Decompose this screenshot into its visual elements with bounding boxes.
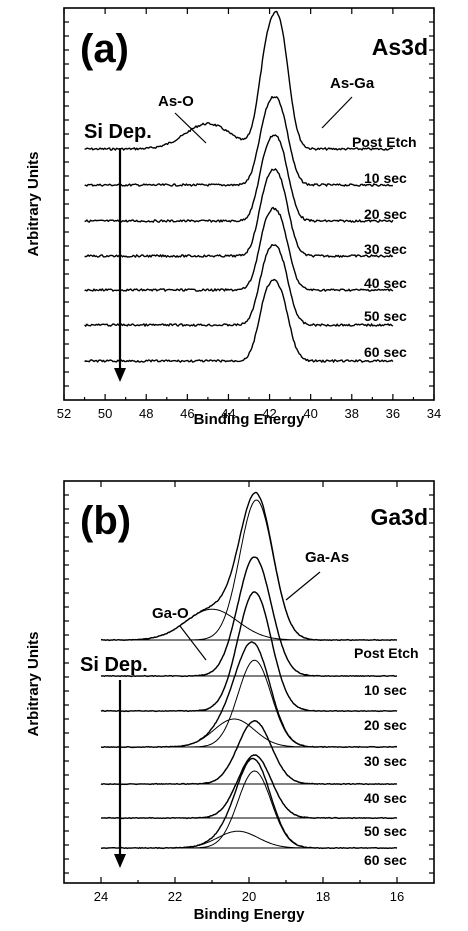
x-tick-label: 36: [386, 406, 400, 421]
fit-component-curve: [101, 754, 397, 819]
panel-a-traces: Post Etch 10 sec 20 sec 30 sec 40 sec 50 sec 6…: [84, 10, 417, 363]
fit-component-curve: [101, 608, 397, 641]
series-label: Post Etch: [352, 134, 417, 150]
series-label: 10 sec: [364, 170, 407, 186]
fit-component-curve: [101, 499, 397, 641]
fit-component-curve: [101, 770, 397, 849]
x-tick-label: 52: [57, 406, 71, 421]
fit-component-curve: [101, 556, 397, 677]
panel-a-y-ticks: [64, 21, 434, 387]
panel-a-annotation-as-ga-arrow: [321, 96, 353, 129]
series-label: 50 sec: [364, 308, 407, 324]
fit-component-curve: [101, 591, 397, 712]
series-label: 20 sec: [364, 717, 407, 733]
panel-a-annotation-as-o: As-O: [158, 93, 194, 110]
x-tick-label: 42: [262, 406, 276, 421]
panel-a-deposition-label: Si Dep.: [84, 121, 152, 143]
x-tick-label: 50: [98, 406, 112, 421]
x-tick-label: 22: [168, 889, 182, 904]
series-label: 20 sec: [364, 206, 407, 222]
panel-a-deposition-arrowhead: [114, 368, 126, 382]
panel-a-annotation-as-o-line: [174, 112, 207, 144]
panel-b-element-label: Ga3d: [370, 504, 428, 530]
panel-a-x-title: Binding Energy: [194, 411, 305, 428]
x-tick-label: 20: [242, 889, 256, 904]
x-tick-label: 44: [221, 406, 235, 421]
series-label: 10 sec: [364, 682, 407, 698]
x-tick-label: 16: [390, 889, 404, 904]
series-trace: [84, 10, 394, 151]
panel-a-label: (a): [80, 27, 129, 71]
fit-component-curve: [101, 718, 397, 748]
fit-component-curve: [101, 830, 397, 849]
x-tick-label: 46: [180, 406, 194, 421]
series-trace: [84, 278, 394, 363]
series-label: Post Etch: [354, 645, 419, 661]
panel-b-annotation-ga-o: Ga-O: [152, 605, 189, 622]
x-tick-label: 34: [427, 406, 441, 421]
series-trace: [100, 591, 398, 713]
series-label: 30 sec: [364, 241, 407, 257]
x-tick-label: 38: [345, 406, 359, 421]
series-trace: [100, 754, 398, 820]
panel-b-annotation-ga-o-line: [179, 625, 207, 661]
x-tick-label: 40: [303, 406, 317, 421]
series-trace: [84, 134, 394, 223]
series-trace: [84, 244, 394, 327]
panel-a-x-ticks: 52 50 48 46 44 42 40 38 36 34: [57, 8, 441, 421]
series-trace: [84, 206, 394, 292]
panel-b-x-title: Binding Energy: [194, 906, 305, 923]
panel-b-y-title: Arbitrary Units: [25, 631, 42, 736]
panel-a-element-label: As3d: [372, 34, 428, 60]
panel-b-y-ticks: [64, 494, 434, 874]
x-tick-label: 48: [139, 406, 153, 421]
panel-a-y-title: Arbitrary Units: [25, 151, 42, 256]
series-label: 60 sec: [364, 852, 407, 868]
panel-b-deposition-arrowhead: [114, 854, 126, 868]
panel-b-annotation-ga-as: Ga-As: [305, 549, 349, 566]
panel-a-annotation-as-ga: As-Ga: [330, 75, 375, 92]
series-trace: [84, 168, 394, 258]
panel-b-label: (b): [80, 499, 131, 543]
series-trace: [100, 757, 398, 850]
series-label: 40 sec: [364, 275, 407, 291]
series-label: 60 sec: [364, 344, 407, 360]
panel-a: 52 50 48 46 44 42 40 38 36 34 Post Etch 10 sec 20 s…: [25, 7, 441, 428]
series-label: 50 sec: [364, 823, 407, 839]
x-tick-label: 18: [316, 889, 330, 904]
series-trace: [84, 96, 394, 187]
panel-b-traces: Post Etch 10 sec 20 sec 30 sec 40 sec 50 sec 6…: [100, 491, 419, 868]
series-label: 40 sec: [364, 790, 407, 806]
panel-b-x-ticks: 24 22 20 18 16: [94, 481, 404, 904]
panel-b-annotation-ga-as-arrow: [285, 571, 321, 601]
series-label: 30 sec: [364, 753, 407, 769]
panel-b-deposition-label: Si Dep.: [80, 654, 148, 676]
fit-component-curve: [101, 720, 397, 785]
x-tick-label: 24: [94, 889, 108, 904]
panel-b: 24 22 20 18 16 Post Etch 10 sec 20 sec 30 sec 40…: [25, 480, 435, 923]
